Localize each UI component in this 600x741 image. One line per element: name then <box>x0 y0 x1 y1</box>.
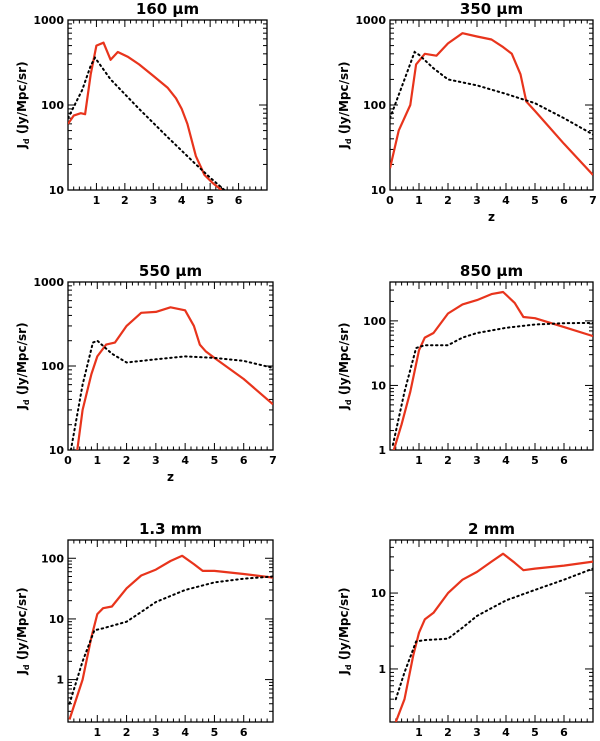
x-tick-label: 4 <box>181 454 189 467</box>
x-tick-label: 3 <box>152 726 160 739</box>
x-tick-label: 1 <box>93 454 101 467</box>
y-tick-label: 10 <box>371 587 387 600</box>
panel-title: 160 μm <box>136 0 199 18</box>
x-tick-label: 1 <box>93 194 101 207</box>
series-line-model <box>68 554 273 720</box>
panel-3: 550 μm 0 1 2 3 4 5 6 7 10 100 1000 z Jd (Jy/Mpc/sr) <box>15 262 277 484</box>
x-tick-label: 6 <box>240 726 248 739</box>
x-tick-label: 1 <box>415 194 423 207</box>
series-line-comparison <box>68 575 273 705</box>
panel-title: 850 μm <box>460 262 523 280</box>
x-tick-label: 4 <box>181 726 189 739</box>
plot-frame <box>389 19 594 191</box>
series-line-comparison <box>390 50 593 136</box>
x-tick-label: 2 <box>444 194 452 207</box>
series-line-model <box>394 552 593 722</box>
x-tick-label: 3 <box>149 194 157 207</box>
y-tick-label: 1000 <box>33 276 64 289</box>
y-tick-label: 100 <box>41 552 64 565</box>
y-tick-label: 100 <box>41 360 64 373</box>
panel-title: 350 μm <box>460 0 523 18</box>
panel-5: 1.3 mm123456110100zJd (Jy/Mpc/sr) <box>15 520 274 739</box>
x-axis-label: z <box>488 210 495 224</box>
x-tick-label: 0 <box>386 194 394 207</box>
y-tick-label: 10 <box>371 184 387 197</box>
x-tick-label: 2 <box>123 726 131 739</box>
series-line-model <box>392 290 593 450</box>
x-tick-label: 4 <box>178 194 186 207</box>
x-tick-label: 5 <box>531 454 539 467</box>
x-tick-label: 1 <box>93 726 101 739</box>
x-tick-label: 2 <box>121 194 129 207</box>
series-line-model <box>390 32 593 176</box>
x-tick-label: 2 <box>444 454 452 467</box>
y-axis-label: Jd (Jy/Mpc/sr) <box>337 61 353 149</box>
y-tick-label: 100 <box>363 99 386 112</box>
panel-title: 2 mm <box>468 520 515 538</box>
x-tick-label: 5 <box>206 194 214 207</box>
x-tick-label: 3 <box>152 454 160 467</box>
x-tick-label: 4 <box>502 454 510 467</box>
x-tick-label: 6 <box>240 454 248 467</box>
panel-title: 550 μm <box>139 262 202 280</box>
x-tick-label: 1 <box>415 726 423 739</box>
series-line-comparison <box>69 339 273 450</box>
x-tick-label: 7 <box>589 194 597 207</box>
y-axis-label: Jd (Jy/Mpc/sr) <box>337 587 353 675</box>
y-tick-label: 10 <box>49 444 65 457</box>
y-tick-label: 10 <box>371 379 387 392</box>
y-axis-label: Jd (Jy/Mpc/sr) <box>15 587 31 675</box>
x-tick-label: 6 <box>235 194 243 207</box>
panel-1: 160 μm 1 2 3 4 5 6 10 100 1000 Jd (Jy/Mpc/sr) <box>15 0 268 207</box>
x-tick-label: 3 <box>473 194 481 207</box>
panel-4: 850 μm 1 2 3 4 5 6 1 10 100 Jd (Jy/Mpc/sr) <box>337 262 594 467</box>
x-axis-label: z <box>167 470 174 484</box>
series-line-comparison <box>394 567 593 701</box>
y-axis-label: Jd (Jy/Mpc/sr) <box>15 322 31 410</box>
y-tick-label: 1 <box>378 663 386 676</box>
panel-title: 1.3 mm <box>139 520 202 538</box>
x-tick-label: 7 <box>269 454 277 467</box>
plot-frame <box>389 539 594 723</box>
panel-6: 2 mm123456110zJd (Jy/Mpc/sr) <box>337 520 594 739</box>
series-line-model <box>68 41 223 190</box>
y-tick-label: 1 <box>56 674 64 687</box>
x-tick-label: 1 <box>415 454 423 467</box>
plot-frame <box>67 539 274 723</box>
x-tick-label: 0 <box>64 454 72 467</box>
series-line-model <box>76 306 273 450</box>
y-tick-label: 100 <box>363 315 386 328</box>
x-tick-label: 2 <box>123 454 131 467</box>
y-tick-label: 1000 <box>355 14 386 27</box>
panel-2: 350 μm 0 1 2 3 4 5 6 7 10 100 1000 z Jd (Jy/Mpc/sr) <box>337 0 597 224</box>
x-tick-label: 6 <box>560 726 568 739</box>
series-line-comparison <box>391 321 593 446</box>
x-tick-label: 5 <box>531 194 539 207</box>
x-tick-label: 5 <box>531 726 539 739</box>
y-axis-label: Jd (Jy/Mpc/sr) <box>15 61 31 149</box>
series-line-comparison <box>68 55 226 190</box>
y-tick-label: 1 <box>378 444 386 457</box>
x-tick-label: 4 <box>502 726 510 739</box>
x-tick-label: 3 <box>473 726 481 739</box>
plot-frame <box>389 281 594 451</box>
y-tick-label: 10 <box>49 613 65 626</box>
y-tick-label: 100 <box>41 99 64 112</box>
y-tick-label: 1000 <box>33 14 64 27</box>
x-tick-label: 4 <box>502 194 510 207</box>
x-tick-label: 3 <box>473 454 481 467</box>
x-tick-label: 6 <box>560 194 568 207</box>
y-axis-label: Jd (Jy/Mpc/sr) <box>337 322 353 410</box>
x-tick-label: 5 <box>211 726 219 739</box>
x-tick-label: 2 <box>444 726 452 739</box>
x-tick-label: 6 <box>560 454 568 467</box>
y-tick-label: 10 <box>49 184 65 197</box>
x-tick-label: 5 <box>211 454 219 467</box>
